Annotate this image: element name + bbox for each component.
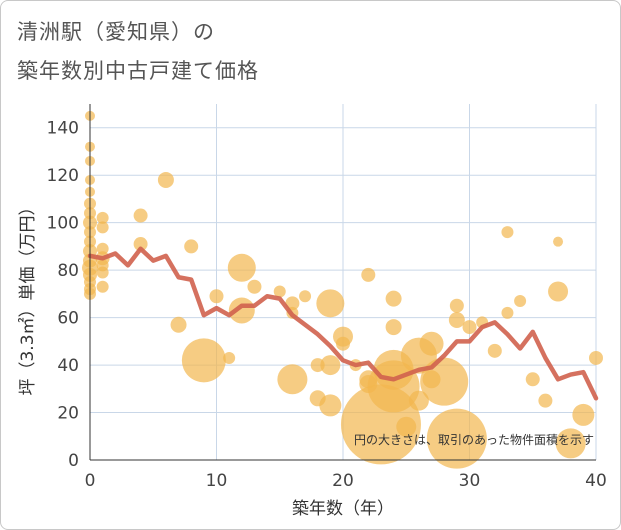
x-tick-label: 10: [206, 471, 228, 491]
bubble-point: [184, 239, 199, 254]
bubble-point: [96, 211, 109, 224]
bubble-point: [133, 237, 148, 252]
chart-title-line1: 清洲駅（愛知県）の: [17, 20, 215, 44]
bubble-point: [572, 403, 595, 426]
bubble-point: [449, 298, 464, 313]
bubble-point: [385, 290, 402, 307]
bubble-point: [501, 226, 514, 239]
bubble-point: [426, 408, 487, 469]
x-tick-label: 30: [459, 471, 481, 491]
bubble-point: [247, 279, 262, 294]
bubble-point: [336, 336, 350, 351]
grid: [90, 104, 597, 460]
bubble-point: [525, 372, 540, 387]
trend-line-group: [87, 246, 599, 401]
bubble-point: [209, 289, 224, 304]
average-price-line: [87, 246, 599, 401]
chart-title-line2: 築年数別中古戸建て価格: [17, 59, 259, 83]
bubble-point: [277, 364, 308, 395]
bubble-point: [96, 221, 109, 234]
y-tick-label: 120: [47, 166, 79, 186]
y-tick-label: 100: [47, 214, 79, 234]
bubble-point: [316, 289, 345, 318]
x-tick-label: 40: [585, 471, 607, 491]
bubble-point: [133, 208, 148, 223]
x-tick-label: 0: [85, 471, 96, 491]
bubble-point: [285, 296, 300, 311]
bubble-point: [96, 280, 109, 293]
y-axis-label: 坪（3.3㎡）単価（万円）: [18, 198, 38, 395]
bubble-point: [553, 236, 564, 247]
bubble-point: [548, 281, 569, 302]
bubble-point: [419, 331, 444, 356]
bubble-point: [223, 351, 236, 364]
y-tick-label: 60: [57, 309, 79, 329]
bubble-point: [408, 390, 429, 411]
bubble-point: [501, 306, 514, 319]
bubble-point: [487, 343, 502, 358]
bubble-point: [538, 393, 553, 408]
y-tick-label: 140: [47, 119, 79, 139]
y-tick-label: 20: [57, 404, 79, 424]
bubble-point: [514, 294, 527, 307]
bubble-point: [157, 171, 174, 188]
bubble-point: [181, 338, 226, 383]
bubble-point: [448, 311, 465, 328]
bubble-point: [420, 357, 469, 406]
bubble-point: [555, 428, 586, 459]
bubble-point: [227, 253, 256, 282]
bubble-point: [385, 319, 402, 336]
bubble-point: [170, 316, 187, 333]
bubble-point: [96, 242, 109, 255]
x-tick-label: 20: [332, 471, 354, 491]
bubble-point: [299, 290, 312, 303]
bubbles: [82, 110, 603, 469]
bubble-point: [320, 355, 341, 376]
bubble-point: [96, 266, 109, 279]
x-axis-label: 築年数（年）: [292, 499, 394, 519]
bubble-point: [361, 267, 376, 282]
bubble-point: [273, 285, 286, 298]
tick-labels: 0 10 20 30 40 0 20 40 60 80 100 120 140: [47, 119, 607, 491]
y-tick-label: 80: [57, 261, 79, 281]
bubble-point: [589, 350, 603, 365]
y-tick-label: 40: [57, 356, 79, 376]
bubble-point: [462, 320, 477, 335]
axes: [89, 104, 596, 461]
bubble-point: [396, 416, 417, 437]
bubble-point: [319, 394, 342, 417]
y-tick-label: 0: [68, 451, 79, 471]
size-note: 円の大きさは、取引のあった物件面積を示す: [354, 432, 594, 447]
